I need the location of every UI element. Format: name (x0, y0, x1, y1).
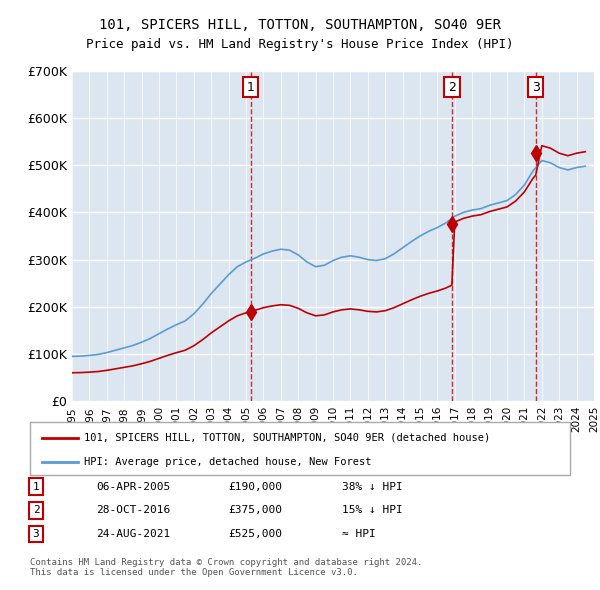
Text: 15% ↓ HPI: 15% ↓ HPI (342, 506, 403, 515)
Text: 101, SPICERS HILL, TOTTON, SOUTHAMPTON, SO40 9ER: 101, SPICERS HILL, TOTTON, SOUTHAMPTON, … (99, 18, 501, 32)
Text: 3: 3 (32, 529, 40, 539)
Text: 38% ↓ HPI: 38% ↓ HPI (342, 482, 403, 491)
Text: 24-AUG-2021: 24-AUG-2021 (96, 529, 170, 539)
Text: Contains HM Land Registry data © Crown copyright and database right 2024.
This d: Contains HM Land Registry data © Crown c… (30, 558, 422, 577)
Text: 101, SPICERS HILL, TOTTON, SOUTHAMPTON, SO40 9ER (detached house): 101, SPICERS HILL, TOTTON, SOUTHAMPTON, … (84, 433, 490, 442)
Text: 06-APR-2005: 06-APR-2005 (96, 482, 170, 491)
Text: 28-OCT-2016: 28-OCT-2016 (96, 506, 170, 515)
Text: £525,000: £525,000 (228, 529, 282, 539)
Text: 1: 1 (32, 482, 40, 491)
Text: ≈ HPI: ≈ HPI (342, 529, 376, 539)
Text: Price paid vs. HM Land Registry's House Price Index (HPI): Price paid vs. HM Land Registry's House … (86, 38, 514, 51)
Text: 1: 1 (247, 81, 254, 94)
Text: 2: 2 (32, 506, 40, 515)
Text: 2: 2 (448, 81, 456, 94)
Text: £190,000: £190,000 (228, 482, 282, 491)
Text: 3: 3 (532, 81, 539, 94)
Text: £375,000: £375,000 (228, 506, 282, 515)
Text: HPI: Average price, detached house, New Forest: HPI: Average price, detached house, New … (84, 457, 371, 467)
